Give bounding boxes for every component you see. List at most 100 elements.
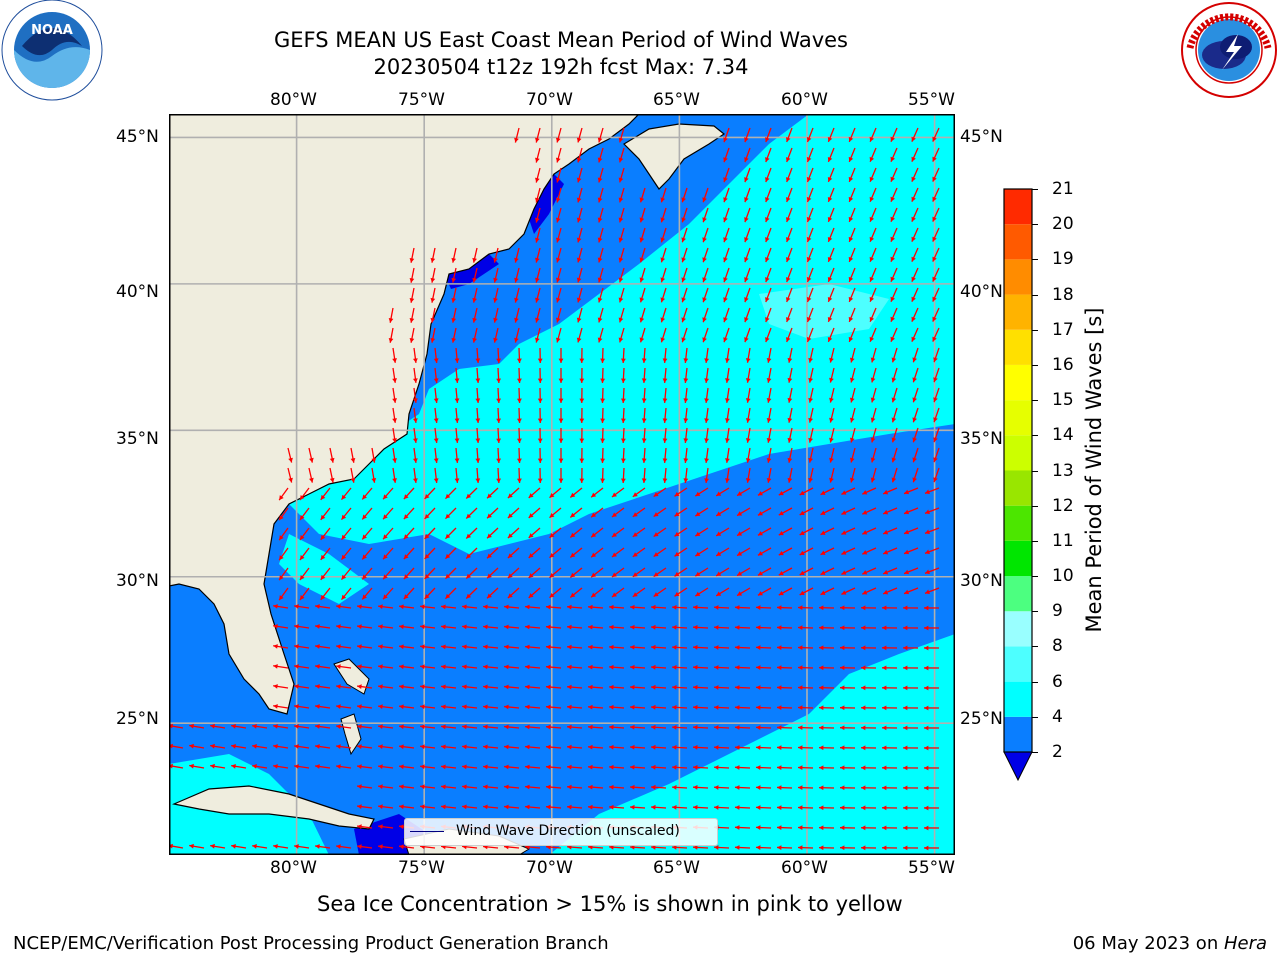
wind-wave-arrow <box>454 387 460 403</box>
wind-wave-arrow <box>621 427 626 444</box>
wind-wave-arrow <box>639 187 646 203</box>
wind-wave-arrow <box>765 247 772 263</box>
wind-wave-arrow <box>507 547 520 559</box>
wind-wave-arrow <box>785 207 793 223</box>
wind-wave-arrow <box>549 587 562 599</box>
wind-wave-arrow <box>806 287 814 303</box>
wind-wave-arrow <box>189 723 205 729</box>
wind-wave-arrow <box>378 704 394 710</box>
wind-wave-arrow <box>535 127 541 143</box>
wind-wave-arrow <box>860 685 877 691</box>
wind-wave-arrow <box>902 825 919 831</box>
wind-wave-arrow <box>702 307 709 323</box>
wind-wave-arrow <box>441 804 457 810</box>
wind-wave-arrow <box>294 744 310 749</box>
wind-wave-arrow <box>273 844 289 849</box>
wind-wave-arrow <box>537 467 543 484</box>
wind-wave-arrow <box>683 407 689 423</box>
wind-wave-arrow <box>273 684 289 689</box>
wind-wave-arrow <box>736 507 751 517</box>
wind-wave-arrow <box>299 487 310 501</box>
wind-wave-arrow <box>911 187 919 202</box>
wind-wave-arrow <box>671 604 688 610</box>
wind-wave-arrow <box>681 267 688 283</box>
wind-wave-arrow <box>933 347 940 363</box>
wind-wave-arrow <box>357 704 373 710</box>
wind-wave-arrow <box>745 367 751 383</box>
wind-wave-arrow <box>341 587 352 601</box>
wind-wave-arrow <box>608 644 625 650</box>
wind-wave-arrow <box>744 207 751 223</box>
wind-wave-arrow <box>357 664 373 670</box>
wind-wave-arrow <box>890 307 898 323</box>
wind-wave-arrow <box>566 744 583 750</box>
wind-wave-arrow <box>451 247 457 263</box>
wind-wave-arrow <box>569 587 583 598</box>
wind-wave-arrow <box>546 644 562 650</box>
wind-wave-arrow <box>420 684 436 690</box>
wind-wave-arrow <box>507 587 520 599</box>
lon-label-top: 55°W <box>908 90 955 110</box>
colorbar-tick-label: 2 <box>1052 742 1063 762</box>
wind-wave-arrow <box>911 307 919 322</box>
wind-wave-arrow <box>933 467 940 483</box>
wind-wave-arrow <box>555 287 562 303</box>
wind-wave-arrow <box>734 705 751 710</box>
wind-wave-arrow <box>641 387 647 404</box>
wind-wave-arrow <box>932 187 940 202</box>
wind-wave-arrow <box>546 744 562 750</box>
wind-wave-arrow <box>827 327 835 343</box>
wind-wave-arrow <box>725 447 730 463</box>
wind-wave-arrow <box>848 147 856 163</box>
wind-wave-arrow <box>745 407 751 423</box>
wind-wave-arrow <box>765 147 772 163</box>
wind-wave-arrow <box>778 507 793 516</box>
wind-wave-arrow <box>587 604 604 610</box>
colorbar-tick-label: 19 <box>1052 249 1074 270</box>
wind-wave-arrow <box>433 367 439 383</box>
wind-wave-arrow <box>621 347 626 364</box>
wind-wave-arrow <box>924 587 940 595</box>
wind-wave-arrow <box>734 785 751 790</box>
wind-wave-arrow <box>818 785 835 791</box>
wind-wave-arrow <box>776 625 793 631</box>
wind-wave-arrow <box>409 247 415 263</box>
wind-wave-arrow <box>797 645 814 651</box>
wind-wave-arrow <box>639 227 646 243</box>
wind-wave-arrow <box>231 763 247 769</box>
wind-wave-arrow <box>787 347 793 363</box>
wind-wave-direction-arrows <box>169 127 940 851</box>
wind-wave-arrow <box>639 247 646 263</box>
wind-wave-arrow <box>493 247 499 263</box>
wind-wave-arrow <box>341 547 352 561</box>
lon-label-bottom: 80°W <box>270 858 317 878</box>
wind-wave-arrow <box>681 247 688 263</box>
wind-wave-arrow <box>294 684 310 689</box>
wind-wave-arrow <box>483 724 499 730</box>
wind-wave-arrow <box>546 624 562 630</box>
wind-wave-arrow <box>315 684 331 689</box>
wind-wave-arrow <box>671 644 688 650</box>
colorbar-segment <box>1004 294 1032 330</box>
wind-wave-arrow <box>839 845 856 851</box>
wind-wave-arrow <box>932 207 940 222</box>
wind-wave-arrow <box>357 764 373 770</box>
wind-wave-arrow <box>441 704 457 710</box>
wind-wave-arrow <box>278 547 289 561</box>
wind-wave-arrow <box>528 547 541 559</box>
wind-wave-arrow <box>462 604 478 610</box>
wind-wave-arrow <box>315 624 331 629</box>
wind-wave-arrow <box>608 844 625 850</box>
wind-wave-arrow <box>653 547 667 558</box>
wind-wave-arrow <box>902 725 919 731</box>
wind-wave-arrow <box>514 287 520 303</box>
wind-wave-arrow <box>829 467 835 483</box>
wind-wave-arrow <box>849 347 856 363</box>
wind-wave-arrow <box>621 367 626 384</box>
wind-wave-arrow <box>660 187 667 203</box>
wind-wave-arrow <box>465 567 478 579</box>
wind-wave-arrow <box>903 567 919 575</box>
chart-title: GEFS MEAN US East Coast Mean Period of W… <box>274 28 848 52</box>
wind-wave-arrow <box>820 547 835 556</box>
wind-wave-arrow <box>528 507 541 519</box>
